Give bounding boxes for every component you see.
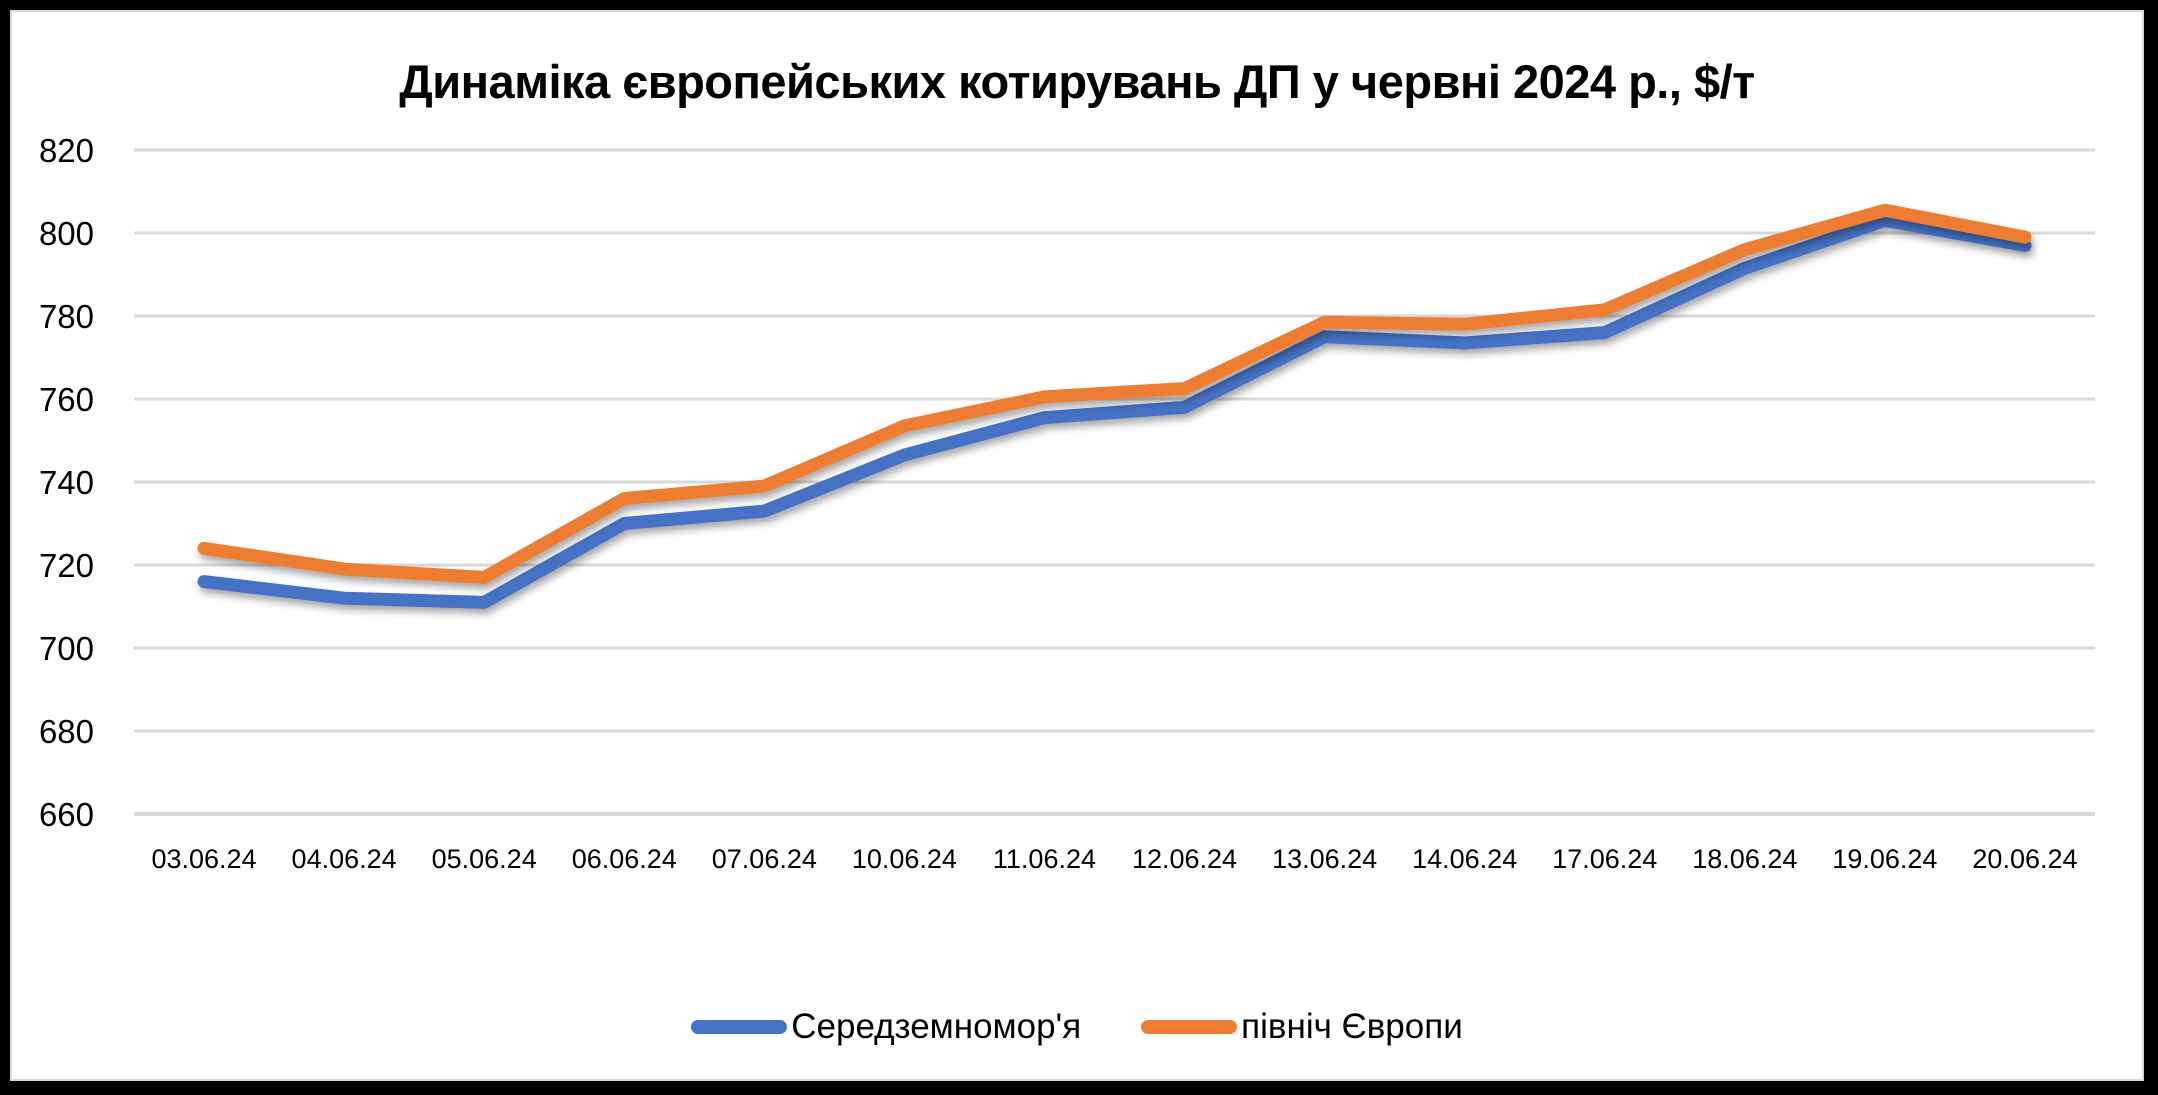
legend-label: Середземномор'я [791,1007,1082,1046]
y-tick-label: 720 [39,547,94,584]
series-line-mediterranean [197,214,2032,609]
y-tick-label: 820 [39,132,94,169]
y-tick-label: 760 [39,381,94,418]
y-tick-label: 660 [39,796,94,833]
x-tick-label: 05.06.24 [432,844,537,874]
y-tick-label: 800 [39,215,94,252]
line-chart-plot: 820 800 780 760 740 720 700 680 660 03.06.24 04.0… [39,132,2095,874]
x-tick-label: 03.06.24 [151,844,256,874]
x-tick-label: 17.06.24 [1552,844,1657,874]
legend-item-mediterranean: Середземномор'я [691,1007,1081,1047]
x-tick-label: 11.06.24 [993,844,1096,874]
x-tick-label: 06.06.24 [572,844,677,874]
x-tick-label: 04.06.24 [292,844,397,874]
legend-label: північ Європи [1241,1007,1463,1046]
gridlines [134,148,2095,816]
y-axis-ticks: 820 800 780 760 740 720 700 680 660 [39,132,94,833]
x-axis-ticks: 03.06.24 04.06.24 05.06.24 06.06.24 07.06.24… [151,844,2077,874]
x-tick-label: 20.06.24 [1972,844,2077,874]
y-tick-label: 780 [39,298,94,335]
x-tick-label: 07.06.24 [712,844,817,874]
chart-card: Динаміка європейських котирувань ДП у че… [10,10,2144,1081]
x-tick-label: 14.06.24 [1412,844,1517,874]
legend-swatch-orange [1141,1020,1238,1034]
chart-title: Динаміка європейських котирувань ДП у че… [399,55,1755,108]
y-tick-label: 740 [39,464,94,501]
y-tick-label: 680 [39,713,94,750]
legend-swatch-blue [691,1020,788,1034]
y-tick-label: 700 [39,630,94,667]
x-tick-label: 13.06.24 [1272,844,1377,874]
x-tick-label: 12.06.24 [1132,844,1237,874]
data-series [197,203,2032,609]
x-tick-label: 18.06.24 [1692,844,1797,874]
x-tick-label: 19.06.24 [1832,844,1937,874]
chart-legend: Середземномор'я північ Європи [12,1007,2142,1047]
series-line-north-europe [197,203,2032,584]
x-tick-label: 10.06.24 [852,844,957,874]
legend-item-north-europe: північ Європи [1141,1007,1463,1047]
